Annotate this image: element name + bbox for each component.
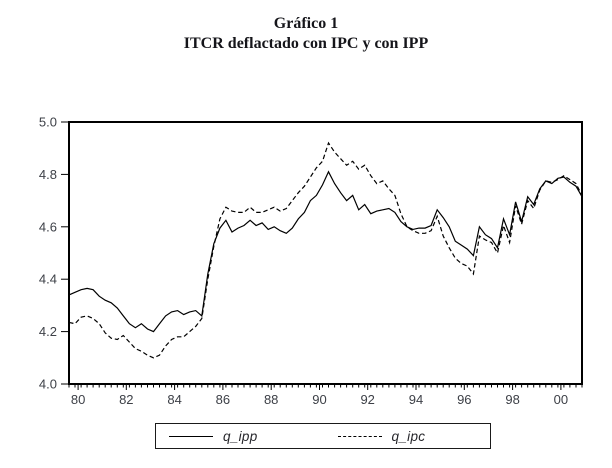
chart-title-block: Gráfico 1 ITCR deflactado con IPC y con … <box>0 14 612 54</box>
svg-text:4.8: 4.8 <box>39 167 57 182</box>
dashed-line-swatch <box>337 435 382 437</box>
svg-text:98: 98 <box>505 392 519 407</box>
chart-canvas: 80 82 84 86 88 90 92 94 96 98 00 4.0 4.2 4.4 4.6 4.8 5.0 <box>39 115 583 407</box>
chart-subtitle: ITCR deflactado con IPC y con IPP <box>183 35 429 52</box>
svg-text:4.4: 4.4 <box>39 272 57 287</box>
series-q_ipp <box>68 170 583 333</box>
svg-text:82: 82 <box>119 392 133 407</box>
legend-label-q-ipp: q_ipp <box>223 428 258 444</box>
plot-frame <box>68 121 583 385</box>
svg-text:84: 84 <box>167 392 181 407</box>
svg-text:4.2: 4.2 <box>39 324 57 339</box>
svg-text:4.0: 4.0 <box>39 377 57 392</box>
legend-item-q-ipc: q_ipc <box>337 428 426 444</box>
svg-text:94: 94 <box>409 392 423 407</box>
svg-text:80: 80 <box>71 392 85 407</box>
svg-text:96: 96 <box>457 392 471 407</box>
legend-item-q-ipp: q_ipp <box>169 429 258 444</box>
legend-label-q-ipc: q_ipc <box>391 428 426 444</box>
series-q_ipc <box>68 141 583 359</box>
x-axis-labels: 80 82 84 86 88 90 92 94 96 98 00 <box>71 384 568 407</box>
chart-title: Gráfico 1 <box>273 15 339 32</box>
svg-text:86: 86 <box>216 392 230 407</box>
svg-text:88: 88 <box>264 392 278 407</box>
solid-line-swatch <box>169 435 213 437</box>
legend: q_ipp q_ipc <box>155 423 491 449</box>
svg-text:4.6: 4.6 <box>39 219 57 234</box>
svg-text:92: 92 <box>360 392 374 407</box>
svg-text:90: 90 <box>312 392 326 407</box>
svg-text:00: 00 <box>554 392 568 407</box>
y-axis-labels: 4.0 4.2 4.4 4.6 4.8 5.0 <box>39 115 69 392</box>
svg-text:5.0: 5.0 <box>39 115 57 130</box>
